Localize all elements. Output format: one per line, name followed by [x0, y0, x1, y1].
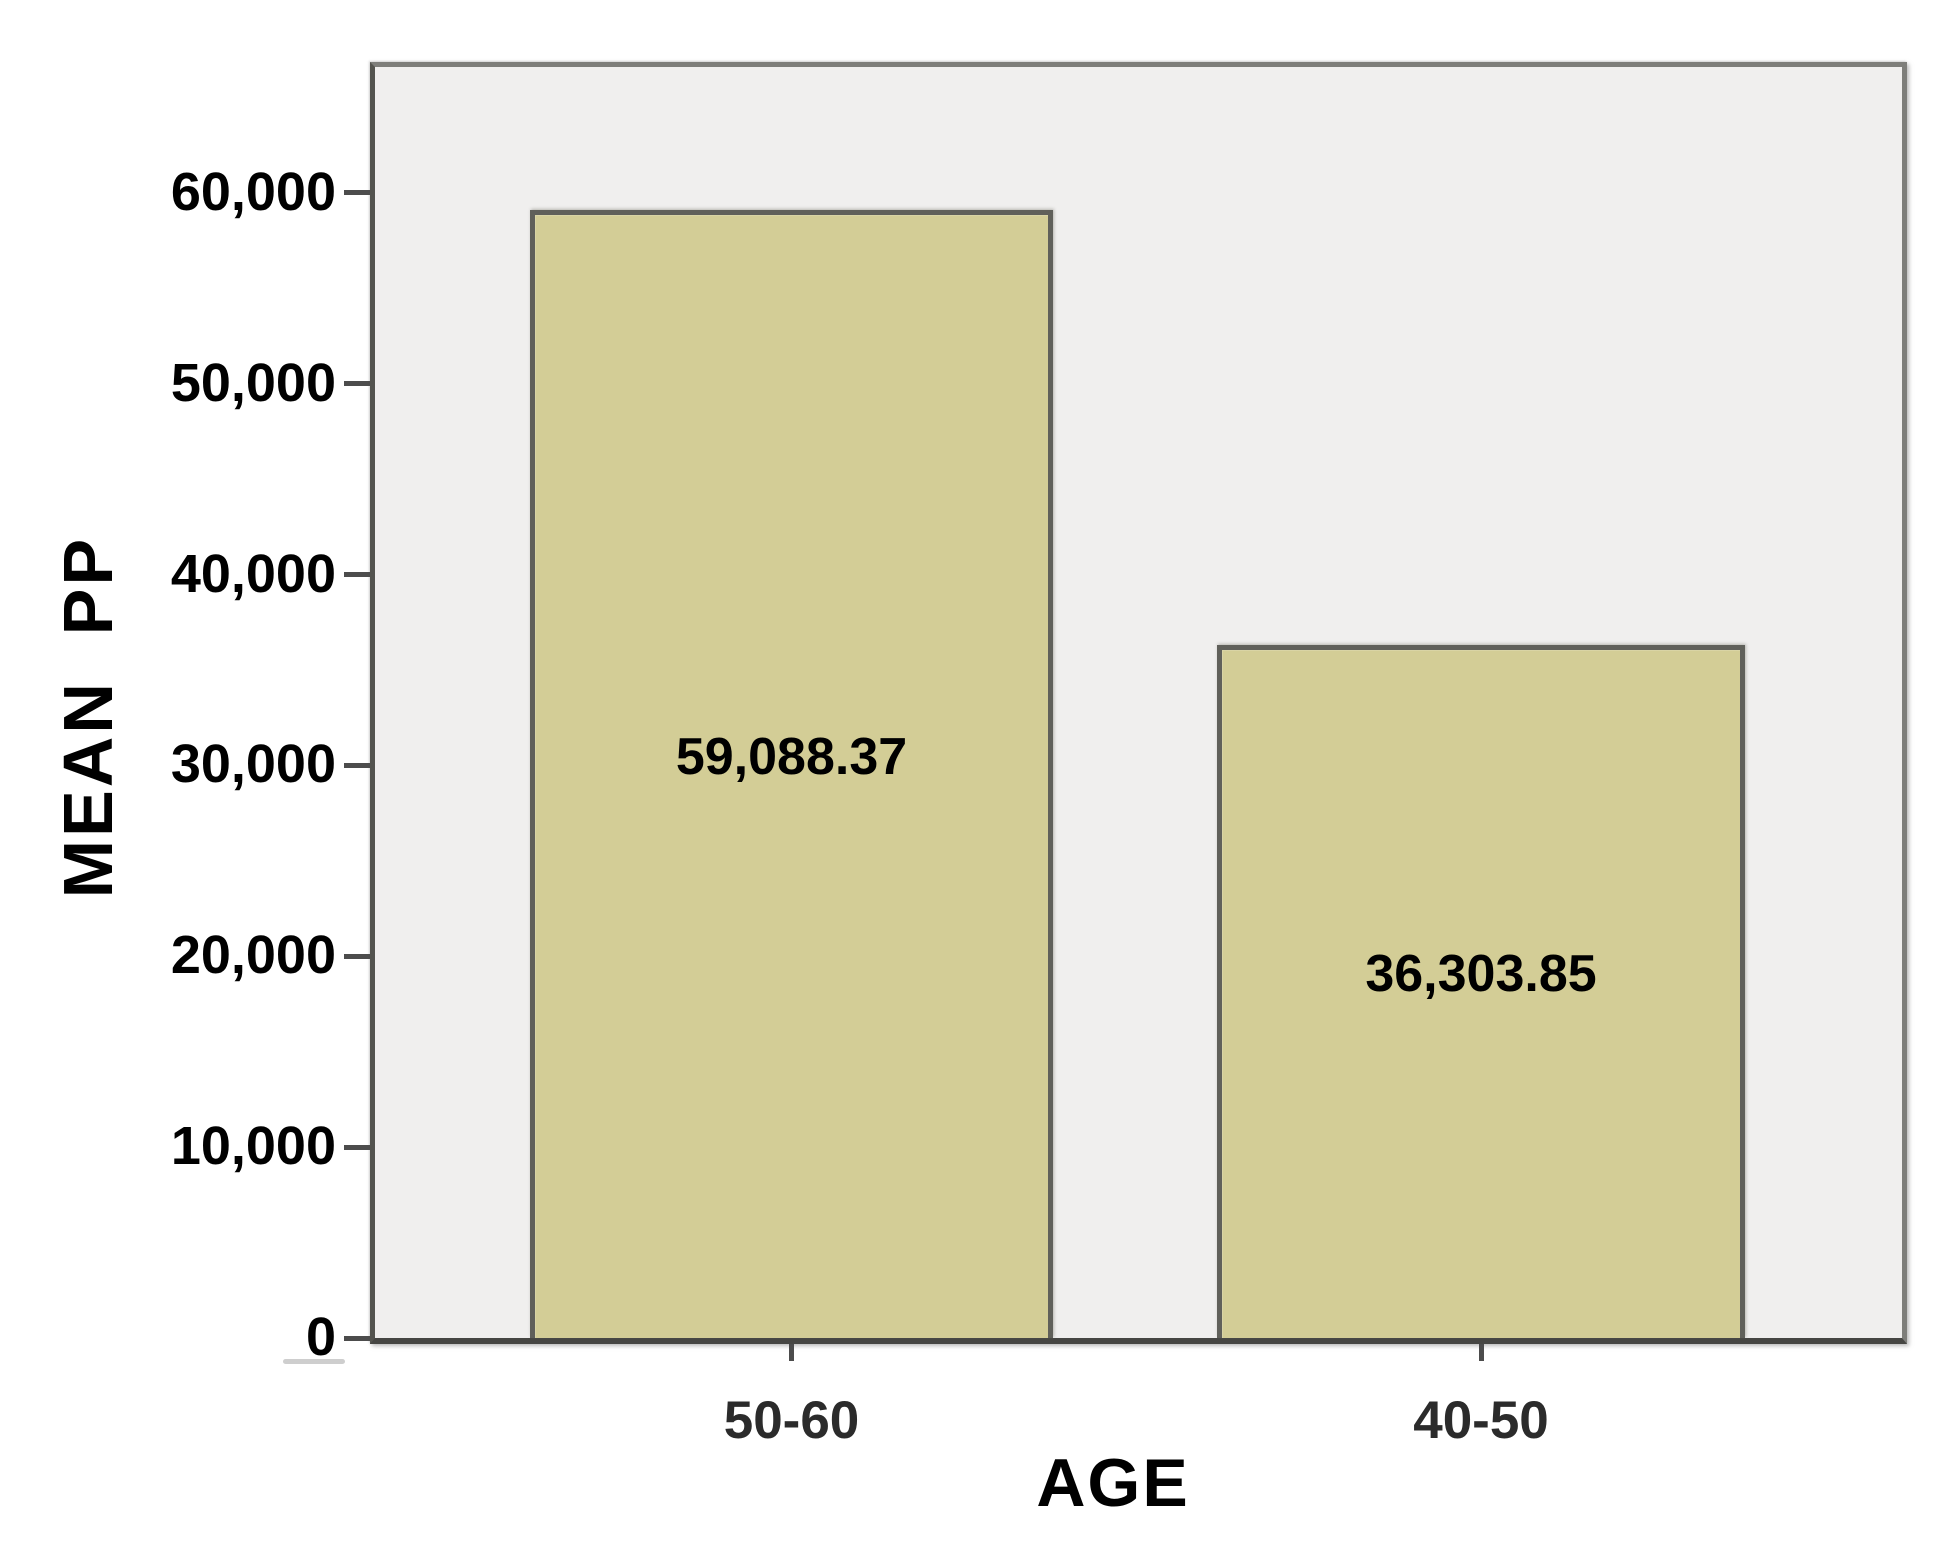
x-tick-mark — [789, 1344, 794, 1361]
bar-40-50: 36,303.85 — [1217, 645, 1745, 1338]
y-tick-label: 10,000 — [170, 1115, 336, 1176]
smudge-artifact — [283, 1359, 345, 1364]
y-tick-mark — [344, 1144, 370, 1150]
x-tick-label-40-50: 40-50 — [1413, 1391, 1549, 1450]
y-tick-label: 30,000 — [170, 734, 336, 795]
y-tick-mark — [344, 572, 370, 578]
bar-value-label: 59,088.37 — [675, 727, 908, 786]
x-tick-label-50-60: 50-60 — [723, 1391, 860, 1450]
y-tick-label: 20,000 — [170, 925, 336, 986]
plot-inner-region: 59,088.37 36,303.85 — [375, 67, 1902, 1338]
y-tick-mark — [344, 190, 370, 196]
x-tick-mark — [1478, 1344, 1484, 1361]
x-axis-title: AGE — [1036, 1445, 1190, 1521]
y-tick-label: 60,000 — [170, 161, 336, 222]
y-tick-label: 50,000 — [170, 352, 336, 413]
y-tick-mark — [344, 381, 370, 387]
y-tick-mark — [344, 953, 370, 959]
bar-value-label: 36,303.85 — [1365, 945, 1597, 1004]
y-tick-mark — [344, 1335, 370, 1341]
y-tick-label: 0 — [305, 1306, 336, 1367]
y-tick-mark — [344, 762, 370, 768]
bar-50-60: 59,088.37 — [530, 210, 1053, 1338]
y-tick-label: 40,000 — [170, 543, 336, 604]
